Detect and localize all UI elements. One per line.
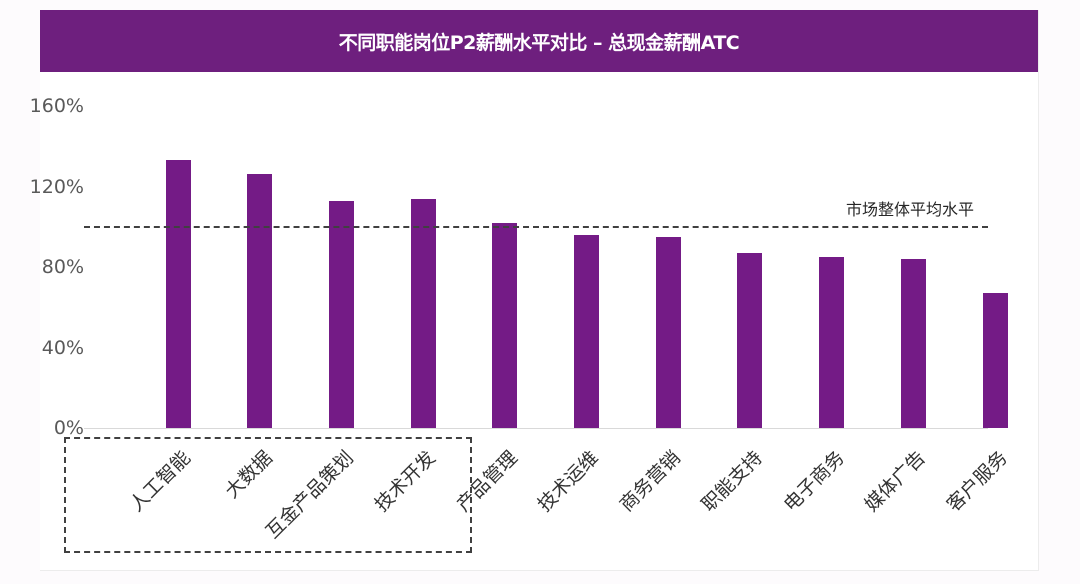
- y-tick-label: 120%: [29, 175, 84, 198]
- market-average-line: [84, 226, 988, 228]
- highlight-box-top5: [64, 437, 472, 553]
- market-average-label: 市场整体平均水平: [846, 200, 975, 219]
- bar: [410, 198, 436, 428]
- y-tick-label: 80%: [41, 256, 84, 278]
- bar: [328, 200, 354, 428]
- x-axis-baseline: [84, 428, 988, 429]
- chart-title: 不同职能岗位P2薪酬水平对比 – 总现金薪酬ATC: [338, 31, 740, 54]
- bar: [492, 222, 518, 428]
- bar: [900, 258, 926, 428]
- bar: [819, 256, 845, 428]
- y-tick-label: 40%: [41, 336, 84, 359]
- bar: [247, 174, 273, 428]
- bar: [165, 160, 191, 428]
- chart-header: 不同职能岗位P2薪酬水平对比 – 总现金薪酬ATC: [40, 10, 1038, 72]
- y-tick-label: 0%: [53, 417, 84, 439]
- bar: [655, 236, 681, 428]
- bar: [737, 252, 763, 428]
- y-tick-label: 160%: [29, 95, 84, 117]
- chart-panel: 不同职能岗位P2薪酬水平对比 – 总现金薪酬ATC: [40, 10, 1039, 571]
- bar: [574, 234, 599, 428]
- bar: [982, 293, 1008, 428]
